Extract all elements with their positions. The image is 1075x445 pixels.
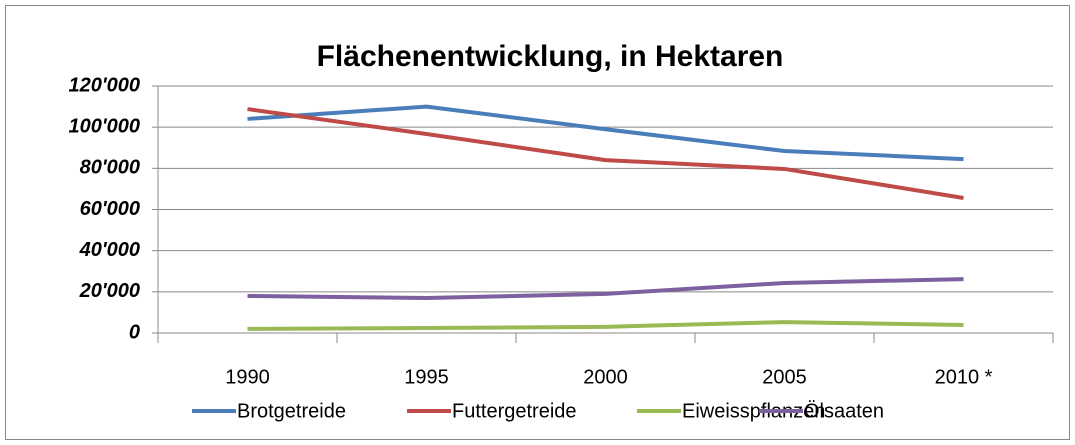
- legend-label: Futtergetreide: [452, 400, 577, 422]
- y-tick-label: 100'000: [69, 115, 141, 137]
- x-tick-label: 2005: [762, 366, 807, 388]
- y-tick-label: 120'000: [69, 74, 141, 96]
- legend-label: Ölsaaten: [804, 400, 884, 422]
- legend-label: Eiweisspflanzen: [682, 400, 825, 422]
- chart-border: [5, 5, 1070, 440]
- y-tick-label: 20'000: [79, 280, 140, 302]
- line-series: [247, 107, 964, 200]
- x-tick-label: 2000: [583, 366, 628, 388]
- chart-title: Flächenentwicklung, in Hektaren: [317, 40, 784, 73]
- x-tick-label: 1990: [225, 366, 270, 388]
- y-tick-label: 0: [129, 321, 140, 343]
- line-series: [247, 320, 964, 331]
- line-series: [247, 277, 964, 301]
- x-tick-label: 2010 *: [935, 366, 993, 388]
- y-tick-label: 40'000: [79, 239, 140, 261]
- y-tick-label: 80'000: [80, 157, 140, 179]
- y-tick-label: 60'000: [80, 198, 140, 220]
- legend-label: Brotgetreide: [237, 400, 346, 422]
- line-series: [247, 104, 964, 162]
- x-tick-label: 1995: [404, 366, 449, 388]
